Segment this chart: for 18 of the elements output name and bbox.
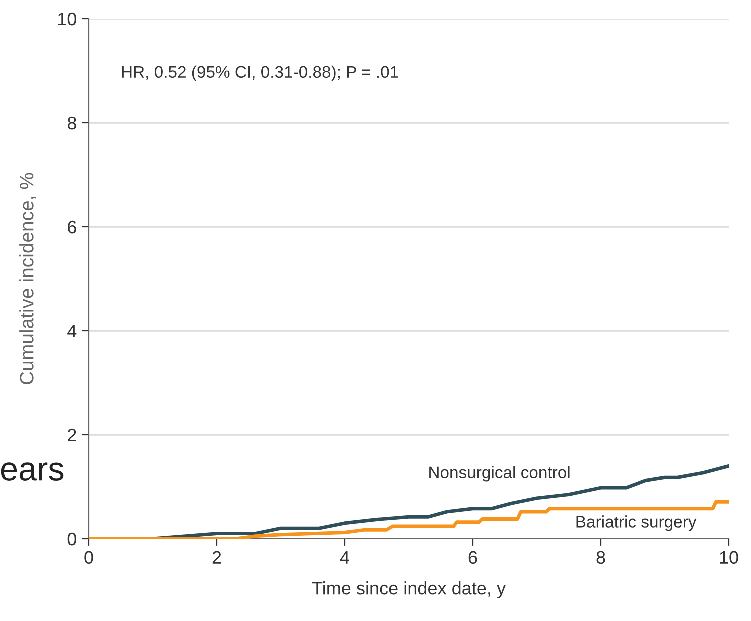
x-tick-label: 10 bbox=[720, 551, 738, 564]
x-tick-label: 4 bbox=[340, 551, 350, 564]
series-label: Bariatric surgery bbox=[576, 516, 697, 532]
text: ears bbox=[1, 462, 64, 481]
y-tick-label: 6 bbox=[68, 220, 76, 234]
y-tick-label: 0 bbox=[68, 532, 76, 546]
y-tick-label: 2 bbox=[68, 428, 76, 442]
x-tick-label: 0 bbox=[84, 551, 94, 564]
y-tick-label: 8 bbox=[68, 116, 76, 130]
series-label: Nonsurgical control bbox=[430, 466, 570, 482]
y-tick-label: 10 bbox=[58, 12, 76, 26]
annotation: HR, 0.52 (95% CI, 0.31-0.88); P = .01 bbox=[122, 66, 398, 82]
x-axis-title: Time since index date, y bbox=[312, 582, 506, 598]
x-tick-label: 8 bbox=[596, 551, 606, 564]
y-axis-title: Cumulative incidence, % bbox=[20, 173, 36, 384]
y-tick-label: 4 bbox=[68, 325, 77, 338]
x-tick-label: 6 bbox=[468, 551, 478, 564]
x-tick-label: 2 bbox=[212, 551, 222, 564]
